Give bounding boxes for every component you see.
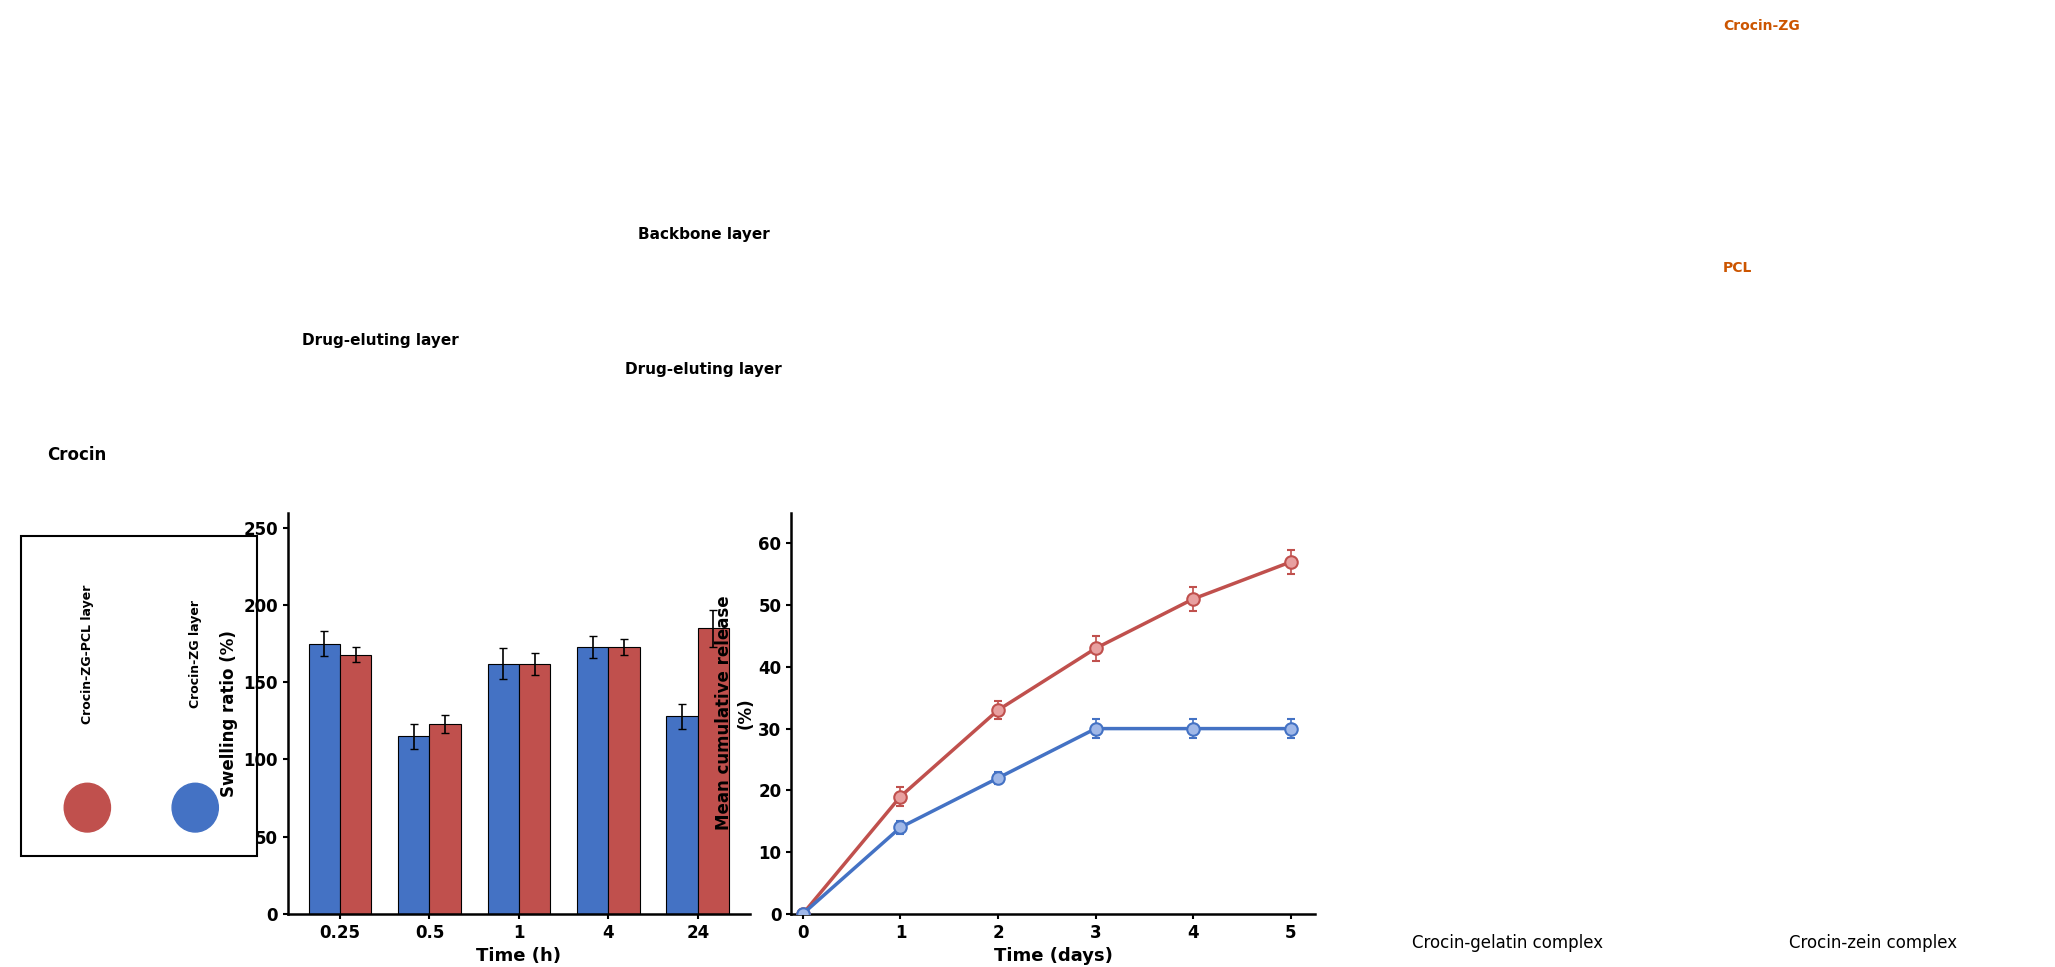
Text: PCL: PCL — [1038, 261, 1067, 275]
Text: Crocin-ZG-PCL layer: Crocin-ZG-PCL layer — [80, 585, 95, 724]
Ellipse shape — [173, 783, 218, 832]
Text: Crocin-zein complex: Crocin-zein complex — [1788, 934, 1956, 952]
Text: Crocin-ZG: Crocin-ZG — [1038, 451, 1114, 464]
Bar — [699, 629, 730, 914]
Y-axis label: Mean cumulative release
(%): Mean cumulative release (%) — [715, 596, 754, 831]
Text: PCL: PCL — [1381, 261, 1410, 275]
Bar — [577, 647, 608, 914]
Text: PCL: PCL — [1381, 19, 1410, 33]
Text: Crocin-ZG: Crocin-ZG — [1722, 19, 1800, 33]
Bar — [608, 647, 639, 914]
Text: Crocin-ZG: Crocin-ZG — [1038, 19, 1114, 33]
Bar — [518, 663, 551, 914]
Text: Crocin-ZG: Crocin-ZG — [1381, 451, 1457, 464]
X-axis label: Time (days): Time (days) — [995, 947, 1112, 965]
X-axis label: Time (h): Time (h) — [477, 947, 561, 965]
Bar — [429, 724, 460, 914]
Ellipse shape — [64, 783, 111, 832]
Bar — [487, 663, 520, 914]
Bar — [666, 717, 699, 914]
Text: Crocin: Crocin — [47, 446, 107, 464]
Text: Crocin-gelatin complex: Crocin-gelatin complex — [1412, 934, 1603, 952]
Bar — [308, 644, 339, 914]
FancyBboxPatch shape — [21, 536, 257, 857]
Text: Crocin-ZG layer: Crocin-ZG layer — [189, 601, 201, 709]
Bar — [399, 736, 429, 914]
Bar — [339, 655, 372, 914]
Text: Backbone layer: Backbone layer — [637, 226, 771, 242]
Text: Drug-eluting layer: Drug-eluting layer — [302, 333, 458, 348]
Y-axis label: Swelling ratio (%): Swelling ratio (%) — [220, 630, 238, 797]
Text: PCL: PCL — [1722, 261, 1753, 275]
Text: Drug-eluting layer: Drug-eluting layer — [625, 362, 783, 377]
